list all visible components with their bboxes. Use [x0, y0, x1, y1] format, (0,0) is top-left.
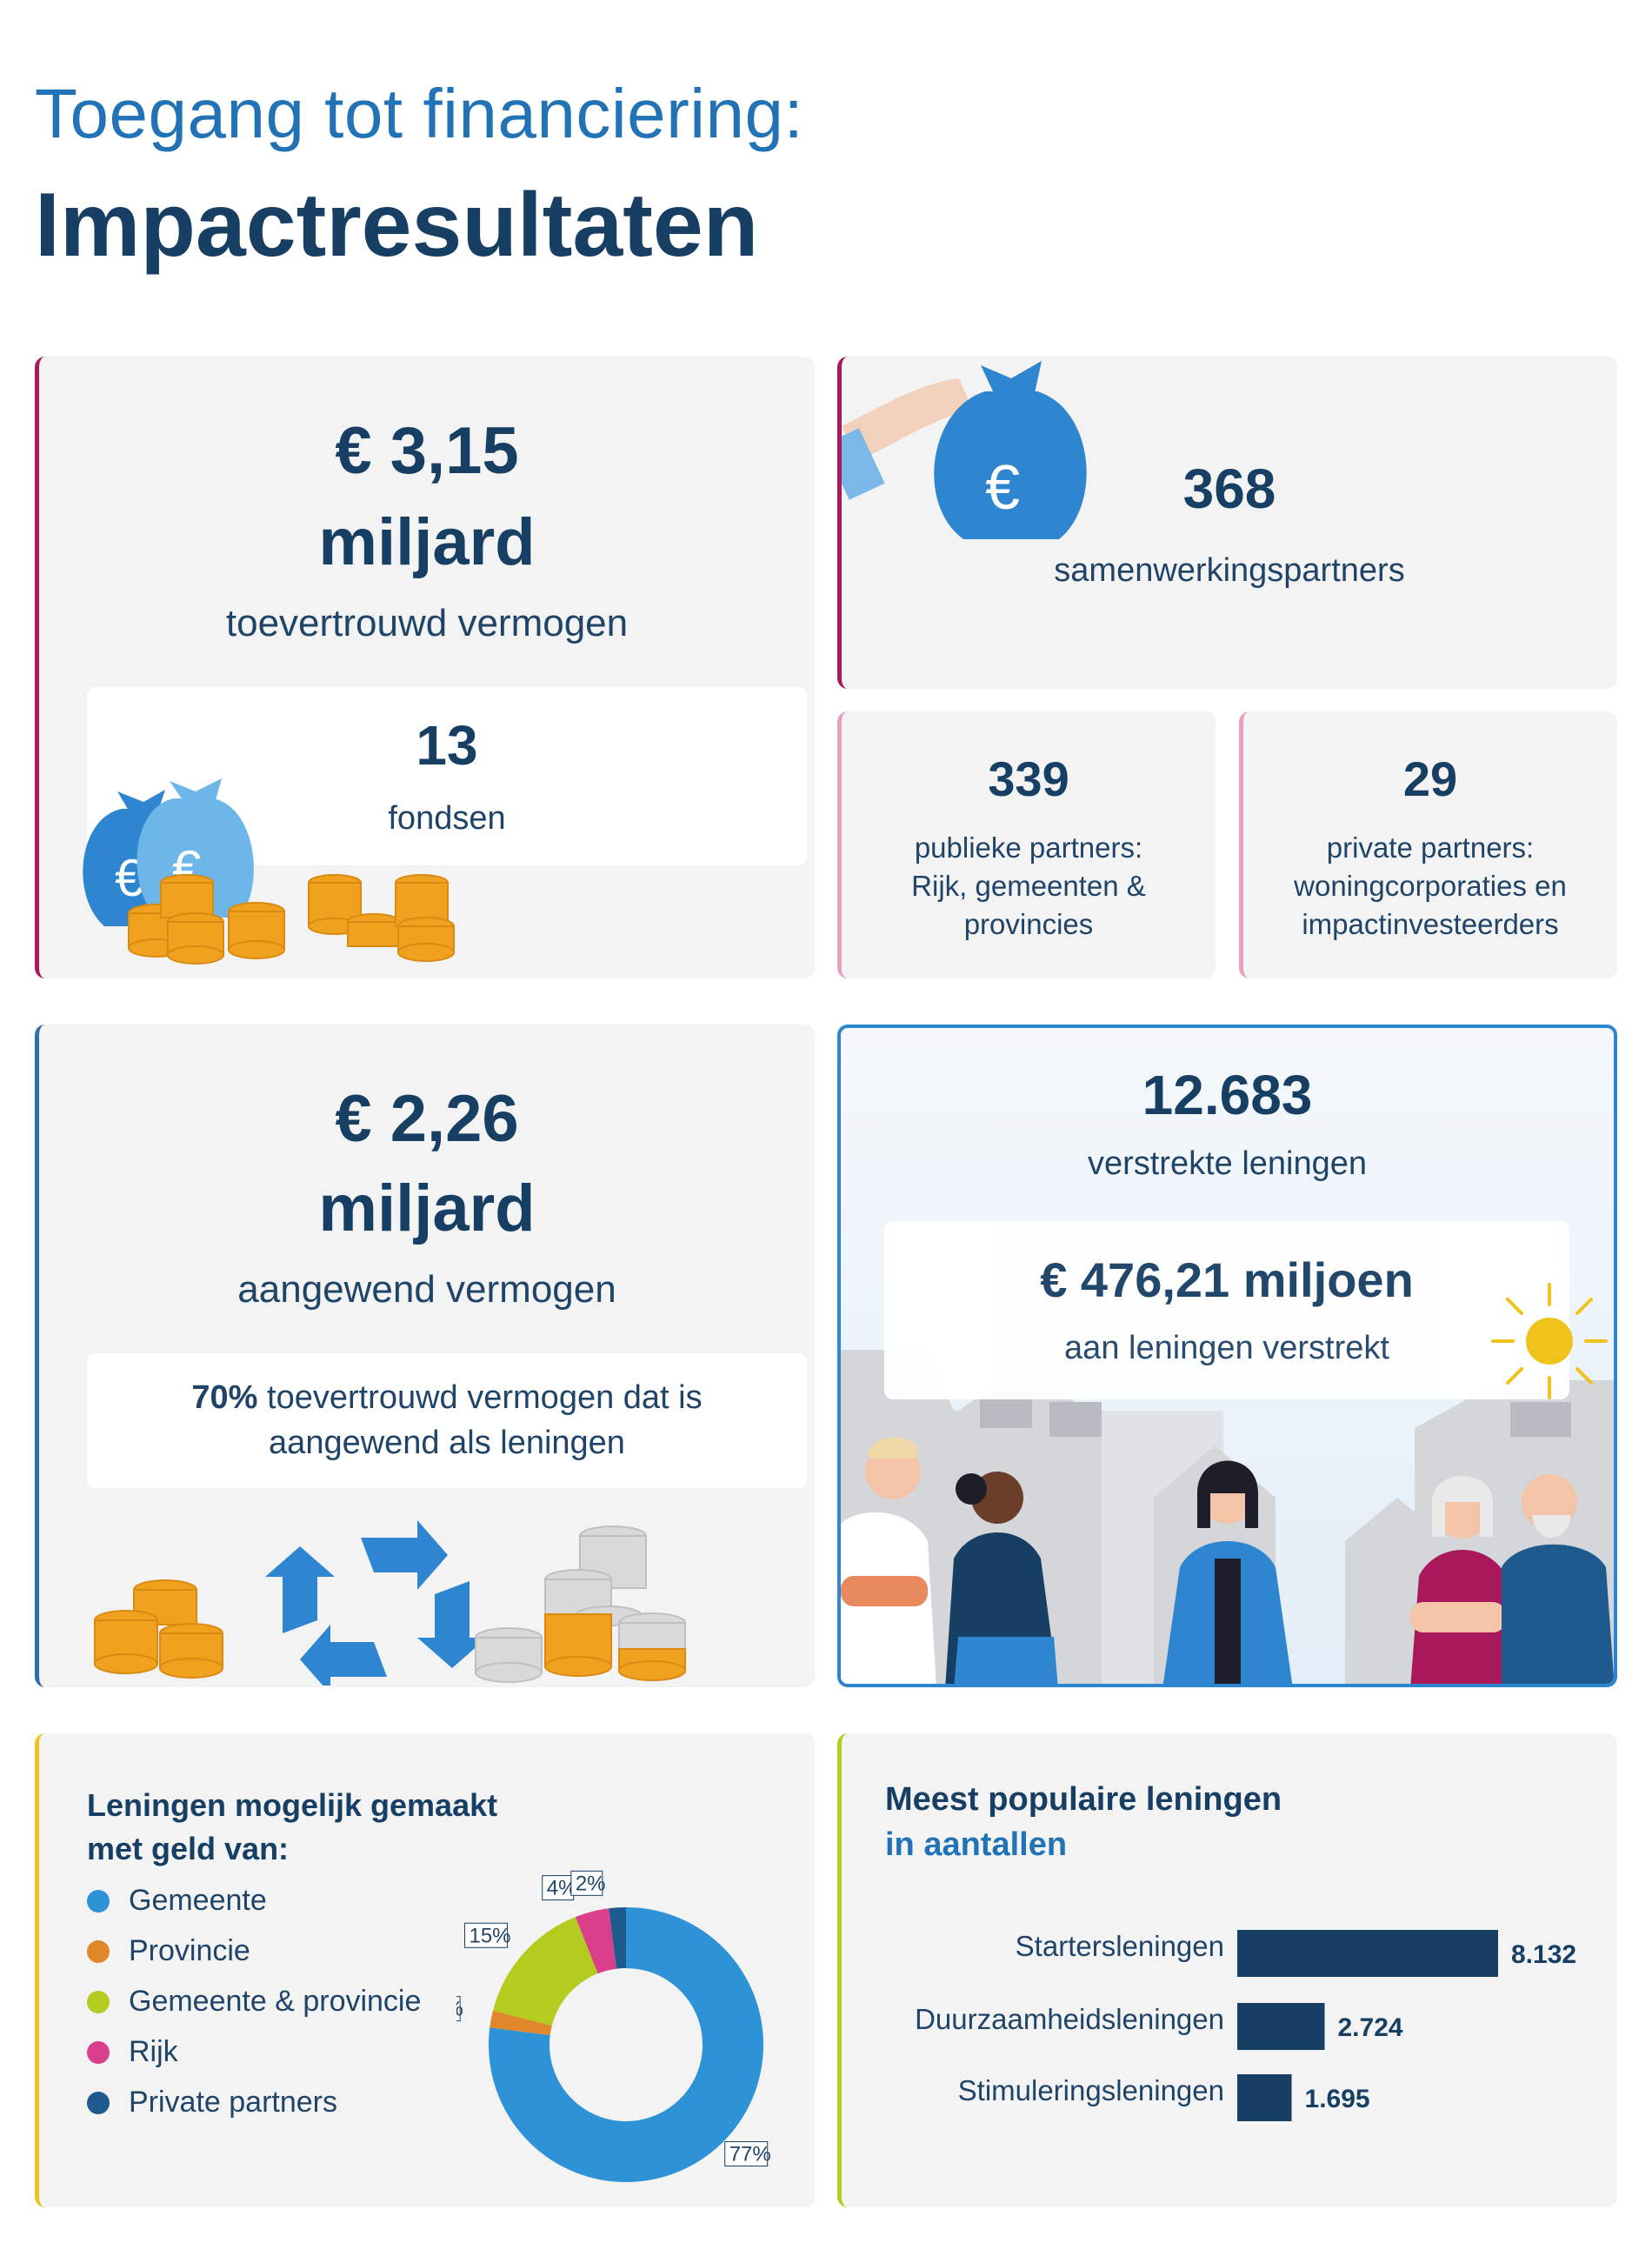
aangewend-amount: € 2,26 — [335, 1082, 519, 1156]
money-bag-icon: € — [934, 361, 1087, 539]
toevertrouwd-label: toevertrouwd vermogen — [225, 602, 629, 644]
svg-text:€: € — [985, 453, 1020, 523]
person-icon — [841, 1437, 936, 1684]
aangewend-card: € 2,26 miljard aangewend vermogen 70% to… — [35, 1025, 815, 1687]
aangewend-label: aangewend vermogen — [237, 1268, 616, 1311]
aangewend-unit: miljard — [318, 1172, 536, 1245]
donut-label: 2% — [456, 1996, 463, 2022]
popular-loans-bar-chart: 8.132 2.724 1.695 — [1237, 1930, 1576, 2121]
private-partners-card: 29 private partners: woningcorporaties e… — [1239, 711, 1617, 978]
legend-swatch — [87, 2092, 110, 2114]
donut-slice-private-partners — [609, 1907, 626, 1969]
donut-slice-gemeente — [489, 1907, 763, 2182]
header-title: Impactresultaten — [35, 175, 759, 276]
person-icon — [1410, 1476, 1515, 1684]
money-bags-coins-illustration: € € — [83, 778, 455, 965]
svg-text:2%: 2% — [456, 1998, 463, 2021]
hand-money-bag-illustration: € — [842, 361, 1087, 539]
donut-label: 4% — [542, 1875, 576, 1901]
bar-duurzaamheidsleningen — [1237, 2003, 1325, 2050]
donut-label: 2% — [570, 1870, 606, 1896]
header-subtitle: Toegang tot financiering: — [35, 75, 804, 152]
svg-text:15%: 15% — [469, 1924, 510, 1947]
donut-slice-gemeente-provincie — [492, 1917, 598, 2026]
popular-loans-card: Meest populaire leningen in aantallen St… — [837, 1733, 1617, 2207]
recycle-arrows-icon — [265, 1520, 487, 1686]
funding-donut-chart: 77%2%15%4%2% — [456, 1870, 771, 2182]
person-icon — [945, 1472, 1058, 1684]
toevertrouwd-amount: € 3,15 — [335, 414, 519, 488]
leningen-count-value: 12.683 — [1142, 1064, 1313, 1126]
public-partners-card: 339 publieke partners: Rijk, gemeenten &… — [837, 711, 1216, 978]
funds-label: fondsen — [388, 800, 506, 837]
bar-value-label: 8.132 — [1511, 1940, 1576, 1969]
funds-value: 13 — [416, 714, 478, 777]
legend-swatch — [87, 1940, 110, 1963]
aangewend-note-box: 70% toevertrouwd vermogen dat is aangewe… — [87, 1353, 807, 1488]
legend-swatch — [87, 2041, 110, 2064]
donut-label: 77% — [724, 2141, 771, 2167]
public-partners-value: 339 — [988, 751, 1069, 806]
partners-total-card: € 368 samenwerkingspartners — [837, 357, 1617, 689]
svg-text:77%: 77% — [729, 2143, 771, 2166]
person-icon — [1162, 1460, 1293, 1684]
donut-slice-provincie — [490, 2010, 552, 2035]
funding-sources-card: Leningen mogelijk gemaakt met geld van: … — [35, 1733, 815, 2207]
leningen-amount: € 476,21 miljoen — [1040, 1252, 1414, 1307]
coin-stack-icon — [475, 1525, 686, 1683]
legend-swatch — [87, 1890, 110, 1913]
bar-startersleningen — [1237, 1930, 1498, 1977]
toevertrouwd-unit: miljard — [318, 505, 536, 579]
bar-value-label: 1.695 — [1305, 2085, 1370, 2113]
person-icon — [1502, 1474, 1614, 1684]
private-partners-label: private partners: woningcorporaties en i… — [1294, 831, 1567, 940]
coin-stack-icon — [128, 874, 455, 965]
leningen-amount-box: € 476,21 miljoen aan leningen verstrekt — [884, 1221, 1569, 1399]
funding-legend: Gemeente Provincie Gemeente & provincie … — [39, 1733, 456, 2207]
bar-value-label: 2.724 — [1337, 2013, 1402, 2042]
svg-text:2%: 2% — [576, 1872, 606, 1895]
toevertrouwd-card: € 3,15 miljard toevertrouwd vermogen 13 … — [35, 357, 815, 978]
sun-icon — [1491, 1283, 1608, 1399]
partners-total-value: 368 — [1182, 457, 1276, 520]
leningen-count-label: verstrekte leningen — [1087, 1145, 1368, 1182]
private-partners-value: 29 — [1402, 751, 1458, 806]
donut-label: 15% — [463, 1922, 511, 1948]
bar-stimuleringsleningen — [1237, 2074, 1292, 2121]
coins-recycle-illustration — [94, 1520, 686, 1686]
legend-swatch — [87, 1991, 110, 2013]
funding-chart-title: Leningen mogelijk gemaakt met geld van: — [87, 1787, 498, 1866]
public-partners-label: publieke partners: Rijk, gemeenten & pro… — [911, 831, 1146, 940]
coin-stack-icon — [94, 1579, 223, 1679]
aangewend-note-line1: 70% toevertrouwd vermogen dat is — [191, 1379, 703, 1416]
bar-label-stimuleringsleningen: Stimuleringsleningen — [957, 2074, 1224, 2106]
popular-loans-title: Meest populaire leningen in aantallen — [885, 1781, 1282, 1863]
partners-total-label: samenwerkingspartners — [1054, 552, 1405, 589]
bar-label-startersleningen: Startersleningen — [1015, 1930, 1224, 1962]
bar-category-labels: Startersleningen Duurzaamheidsleningen S… — [842, 1733, 1224, 2207]
aangewend-note-line2: aangewend als leningen — [269, 1425, 625, 1461]
leningen-amount-label: aan leningen verstrekt — [1064, 1330, 1389, 1366]
bar-label-duurzaamheidsleningen: Duurzaamheidsleningen — [915, 2003, 1224, 2035]
donut-slice-rijk — [575, 1908, 616, 1974]
leningen-card: 12.683 verstrekte leningen € 476,21 milj… — [837, 1025, 1617, 1687]
